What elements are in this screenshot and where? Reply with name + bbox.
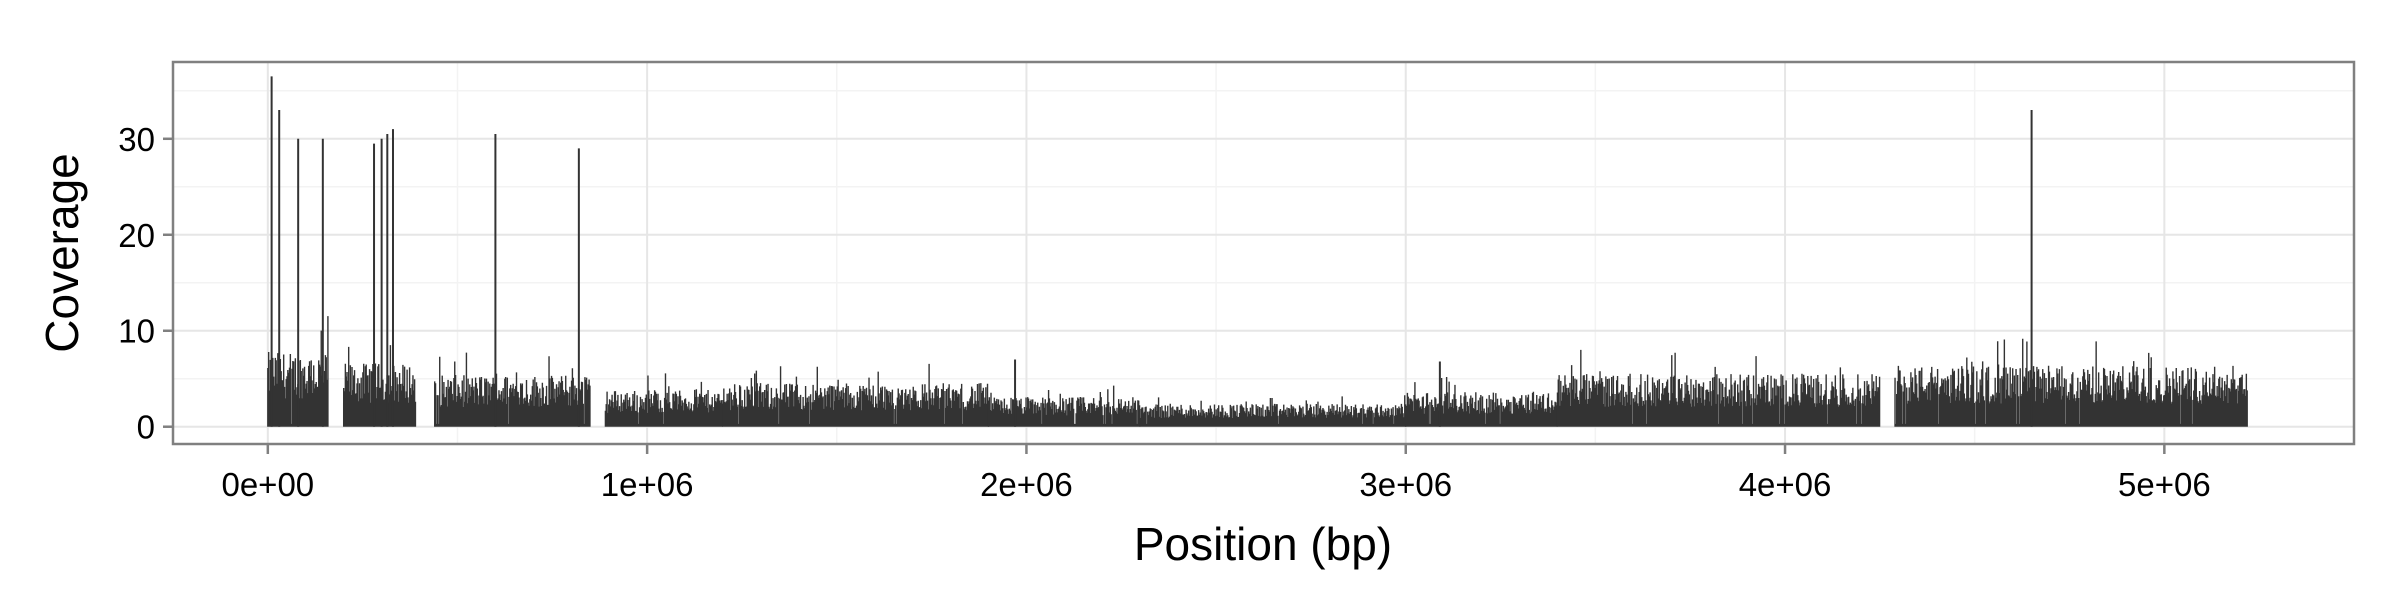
x-axis-ticks: 0e+00 1e+06 2e+06 3e+06 4e+06 5e+06 [221, 444, 2211, 503]
y-tick-label: 10 [118, 313, 155, 350]
x-tick-label: 2e+06 [980, 466, 1073, 503]
y-axis-title: Coverage [36, 153, 88, 352]
x-tick-label: 0e+00 [221, 466, 314, 503]
y-axis-ticks: 0 10 20 30 [118, 121, 173, 446]
coverage-segment [1556, 349, 1881, 427]
y-tick-label: 30 [118, 121, 155, 158]
x-tick-label: 4e+06 [1739, 466, 1832, 503]
coverage-bars [267, 76, 2248, 427]
coverage-segment [267, 316, 329, 427]
coverage-segment [1139, 395, 1407, 427]
x-tick-label: 3e+06 [1359, 466, 1452, 503]
major-gridlines [173, 62, 2354, 444]
coverage-segment [987, 385, 1141, 427]
plot-panel [173, 62, 2354, 444]
y-tick-label: 0 [137, 409, 155, 446]
y-tick-label: 20 [118, 217, 155, 254]
plot-panel-border [171, 60, 2356, 446]
coverage-segment [604, 373, 723, 427]
x-tick-label: 1e+06 [601, 466, 694, 503]
x-tick-label: 5e+06 [2118, 466, 2211, 503]
minor-gridlines [173, 62, 2354, 444]
coverage-segment [434, 352, 591, 427]
coverage-segment [1894, 338, 2248, 427]
x-axis-title: Position (bp) [1134, 518, 1392, 570]
coverage-segment [722, 363, 990, 427]
